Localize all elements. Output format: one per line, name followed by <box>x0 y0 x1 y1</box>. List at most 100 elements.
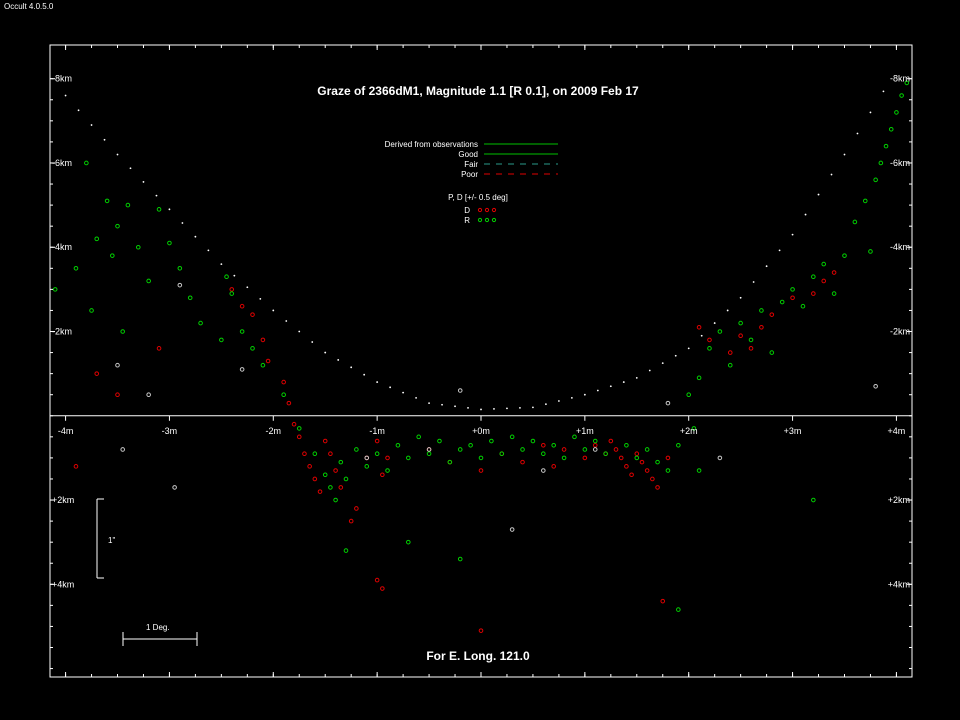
point-r <box>759 308 764 313</box>
point-r <box>224 274 229 280</box>
limb-profile-point <box>103 138 106 141</box>
limb-profile-point <box>700 334 703 337</box>
point-d <box>260 337 266 343</box>
point-other <box>146 392 151 398</box>
point-r <box>727 362 733 368</box>
y-tick-label-left: -8km <box>52 74 72 84</box>
limb-profile-point <box>804 213 807 216</box>
point-d <box>660 598 666 604</box>
point-r <box>312 451 318 456</box>
y-tick-label-left: -4km <box>52 242 72 252</box>
point-r <box>94 236 100 242</box>
limb-profile-point <box>298 330 301 333</box>
limb-profile-point <box>285 320 288 322</box>
point-other <box>457 388 463 393</box>
point-d <box>790 295 795 301</box>
plot-frame <box>49 44 913 678</box>
point-other <box>665 400 671 406</box>
point-r <box>551 442 556 448</box>
point-d <box>618 455 624 461</box>
x-tick-label: +4m <box>888 426 906 436</box>
limb-profile-point <box>220 263 223 265</box>
point-d <box>608 438 614 444</box>
point-r <box>779 299 785 305</box>
point-r <box>691 426 697 431</box>
point-r <box>878 160 884 166</box>
limb-profile-point <box>376 381 379 383</box>
limb-profile-point <box>519 406 521 409</box>
point-r <box>156 207 162 212</box>
limb-profile-point <box>155 194 158 197</box>
point-d <box>821 278 827 284</box>
point-d <box>281 379 286 385</box>
limb-profile-point <box>739 296 742 299</box>
point-r <box>457 447 463 452</box>
limb-profile-point <box>843 153 846 156</box>
point-r <box>177 266 183 271</box>
limb-profile-point <box>609 385 612 388</box>
point-r <box>572 434 577 440</box>
point-other <box>426 447 432 452</box>
point-d <box>561 447 567 452</box>
point-d <box>380 586 385 591</box>
limb-profile-point <box>570 396 573 399</box>
legend-pd-swatch <box>484 207 490 213</box>
point-r <box>686 392 692 398</box>
legend-pd-swatch <box>484 217 490 223</box>
point-d <box>738 333 743 339</box>
x-tick-label: +2m <box>680 426 698 436</box>
point-d <box>312 476 318 482</box>
point-r <box>530 438 536 444</box>
point-other <box>239 367 245 372</box>
point-r <box>120 329 125 334</box>
y-tick-label-left: -2km <box>52 327 72 337</box>
point-r <box>489 438 494 444</box>
y-tick-label-right: -6km <box>890 158 910 168</box>
point-d <box>759 324 764 330</box>
x-tick-label: +0m <box>472 426 490 436</box>
point-d <box>322 438 328 444</box>
limb-profile-point <box>168 208 171 211</box>
limb-profile-point <box>493 408 495 410</box>
x-tick-label: -4m <box>58 426 74 436</box>
point-r <box>748 337 754 343</box>
point-r <box>499 451 505 456</box>
point-r <box>260 362 266 368</box>
point-r <box>811 274 816 280</box>
point-r <box>873 177 878 183</box>
point-r <box>354 447 359 452</box>
point-other <box>592 447 598 452</box>
x-tick-label: -1m <box>369 426 385 436</box>
point-r <box>104 198 110 204</box>
legend-pd-swatch <box>491 207 497 213</box>
x-tick-label: -2m <box>266 426 282 436</box>
point-other <box>717 455 723 461</box>
point-r <box>655 459 660 465</box>
chart-title: Graze of 2366dM1, Magnitude 1.1 [R 0.1],… <box>317 84 639 98</box>
point-other <box>177 282 183 288</box>
point-r <box>406 539 411 545</box>
limb-profile-point <box>246 286 249 289</box>
limb-profile-point <box>687 347 690 350</box>
y-tick-label-right: +4km <box>888 579 910 589</box>
point-r <box>582 447 588 452</box>
limb-profile-point <box>778 249 781 252</box>
point-r <box>696 468 702 473</box>
point-d <box>380 472 385 478</box>
degree-scale-bar: 1 Deg. <box>122 623 198 646</box>
point-r <box>125 202 131 208</box>
limb-profile-point <box>661 362 664 365</box>
point-r <box>520 447 525 452</box>
point-d <box>811 291 816 296</box>
limb-profile-point <box>856 132 859 135</box>
point-r <box>592 438 598 444</box>
point-r <box>634 455 640 461</box>
point-r <box>665 468 671 473</box>
limb-profile-point <box>77 109 80 112</box>
y-tick-label-left: -6km <box>52 158 72 168</box>
limb-profile-point <box>194 235 197 238</box>
point-r <box>146 278 151 284</box>
legend-pd-swatch <box>477 207 483 213</box>
limb-profile-point <box>557 400 560 402</box>
limb-profile-point <box>765 265 768 268</box>
